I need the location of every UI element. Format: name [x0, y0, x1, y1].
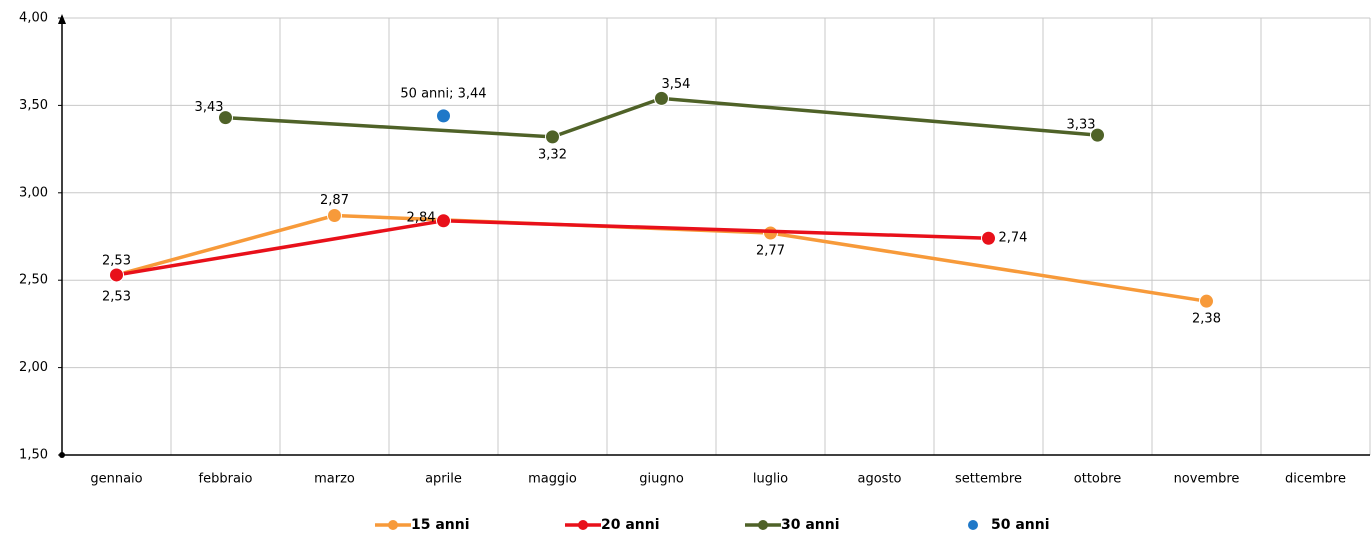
axis-origin	[59, 452, 65, 458]
data-label: 2,38	[1192, 312, 1221, 327]
x-tick-label: agosto	[858, 472, 902, 487]
data-point	[654, 90, 669, 106]
x-tick-label: novembre	[1174, 472, 1240, 487]
legend-marker	[758, 520, 768, 530]
legend-label: 15 anni	[411, 517, 470, 533]
data-label: 2,53	[102, 253, 131, 268]
legend-label: 50 anni	[991, 517, 1050, 533]
data-label: 2,77	[756, 244, 785, 259]
x-tick-label: marzo	[314, 472, 355, 487]
data-label: 50 anni; 3,44	[400, 86, 486, 101]
y-tick-label: 3,00	[19, 185, 48, 200]
data-label: 3,54	[662, 77, 691, 92]
data-point	[981, 230, 996, 246]
data-label: 2,53	[102, 289, 131, 304]
data-label: 2,87	[320, 193, 349, 208]
data-label: 3,43	[195, 100, 224, 115]
legend-label: 30 anni	[781, 517, 840, 533]
x-tick-label: maggio	[528, 472, 577, 487]
y-tick-label: 2,50	[19, 273, 48, 288]
legend-marker	[968, 520, 978, 530]
data-label: 3,32	[538, 147, 567, 162]
data-label: 3,33	[1067, 118, 1096, 133]
y-tick-label: 1,50	[19, 448, 48, 463]
axis-arrow	[58, 14, 66, 24]
x-tick-label: giugno	[639, 472, 684, 487]
series-line	[225, 96, 1098, 139]
x-tick-label: gennaio	[90, 472, 142, 487]
y-tick-label: 2,00	[19, 360, 48, 375]
x-tick-label: febbraio	[199, 472, 253, 487]
data-point	[218, 110, 233, 126]
data-point	[109, 267, 124, 283]
data-label: 2,74	[999, 231, 1028, 246]
x-tick-label: ottobre	[1074, 472, 1121, 487]
x-tick-label: luglio	[753, 472, 788, 487]
data-point	[545, 129, 560, 145]
y-tick-label: 4,00	[19, 11, 48, 26]
data-label: 2,84	[407, 210, 436, 225]
x-tick-label: dicembre	[1285, 472, 1346, 487]
data-point	[1090, 127, 1105, 143]
legend-marker	[578, 520, 588, 530]
y-tick-label: 3,50	[19, 98, 48, 113]
data-point	[1199, 293, 1214, 309]
x-tick-label: aprile	[425, 472, 462, 487]
data-point	[327, 208, 342, 224]
legend-marker	[388, 520, 398, 530]
x-tick-label: settembre	[955, 472, 1022, 487]
data-point	[436, 213, 451, 229]
data-point	[436, 108, 451, 124]
legend-label: 20 anni	[601, 517, 660, 533]
